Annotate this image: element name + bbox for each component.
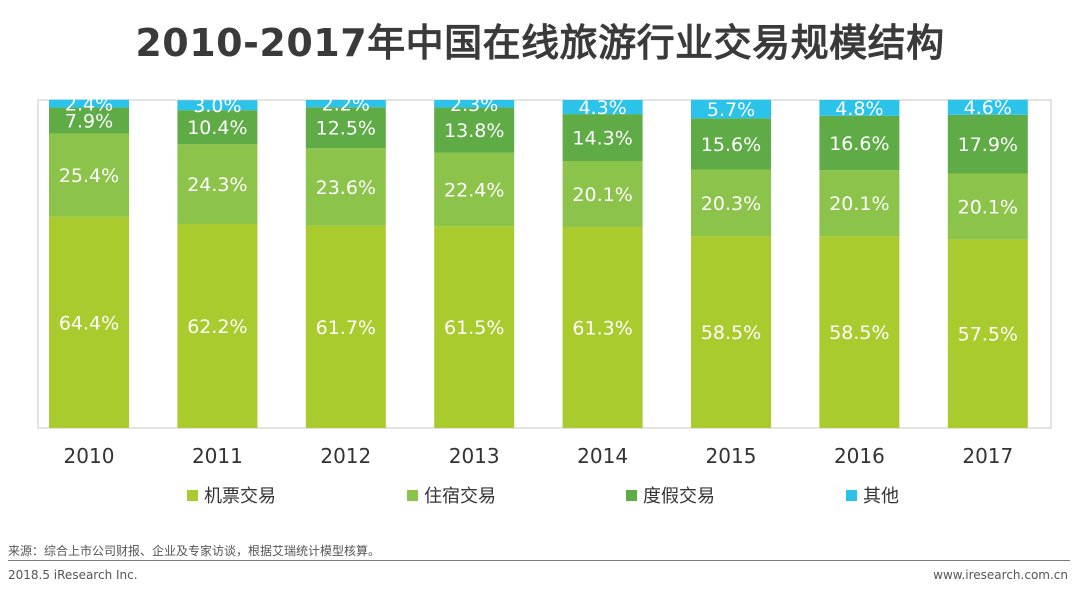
bar-accommodation-2017 [947, 173, 1028, 240]
value-label-accommodation-2015: 20.3% [701, 193, 761, 215]
bar-vacation-2014 [562, 114, 643, 162]
bar-vacation-2011 [177, 110, 258, 145]
bar-accommodation-2010 [49, 133, 129, 217]
bar-other-2011 [177, 100, 258, 111]
value-label-airfare-2010: 64.4% [59, 312, 119, 334]
x-tick-label-2012: 2012 [320, 444, 371, 468]
bar-other-2016 [819, 100, 900, 116]
value-label-vacation-2013: 13.8% [444, 120, 504, 142]
x-tick-label-2013: 2013 [449, 444, 500, 468]
value-label-vacation-2016: 16.6% [829, 133, 889, 155]
value-label-vacation-2014: 14.3% [572, 128, 632, 150]
footer-divider [8, 560, 1070, 561]
value-label-airfare-2013: 61.5% [444, 317, 504, 339]
bar-vacation-2010 [49, 107, 129, 134]
value-label-vacation-2011: 10.4% [187, 117, 247, 139]
bar-airfare-2016 [819, 236, 900, 428]
bar-airfare-2012 [305, 225, 386, 428]
bar-airfare-2011 [177, 223, 258, 428]
value-label-airfare-2012: 61.7% [316, 317, 376, 339]
value-label-airfare-2015: 58.5% [701, 322, 761, 344]
legend-label-accommodation: 住宿交易 [424, 486, 496, 507]
value-label-airfare-2017: 57.5% [958, 324, 1018, 346]
x-tick-label-2010: 2010 [64, 444, 115, 468]
legend-swatch-airfare [187, 489, 198, 501]
value-label-accommodation-2016: 20.1% [829, 193, 889, 215]
bar-accommodation-2012 [305, 148, 386, 226]
bar-vacation-2016 [819, 115, 900, 171]
value-label-vacation-2015: 15.6% [701, 134, 761, 156]
value-label-vacation-2010: 7.9% [65, 111, 113, 133]
value-label-other-2012: 2.2% [322, 94, 370, 116]
value-labels-group: 64.4% 25.4% 7.9%2.4% 62.2% 24.3% 10.4%3.0% 61.… [59, 94, 1018, 346]
bar-other-2014 [562, 100, 643, 115]
bar-accommodation-2015 [691, 169, 771, 237]
legend-swatch-accommodation [407, 489, 418, 501]
value-label-airfare-2011: 62.2% [187, 316, 247, 338]
legend-swatch-other [846, 489, 857, 501]
value-label-other-2011: 3.0% [193, 95, 241, 117]
legend-item-vacation: 度假交易 [626, 482, 715, 508]
bar-airfare-2014 [562, 226, 643, 428]
x-tick-label-2011: 2011 [192, 444, 243, 468]
value-label-other-2016: 4.8% [835, 98, 883, 120]
bar-vacation-2012 [305, 107, 386, 149]
bars-group [49, 99, 1028, 428]
value-label-other-2013: 2.3% [450, 94, 498, 116]
value-label-other-2014: 4.3% [578, 97, 626, 119]
bar-other-2017 [947, 99, 1028, 115]
legend-label-other: 其他 [863, 486, 899, 507]
value-label-accommodation-2010: 25.4% [59, 165, 119, 187]
x-tick-label-2014: 2014 [577, 444, 628, 468]
bar-vacation-2017 [947, 114, 1028, 174]
value-label-other-2017: 4.6% [964, 97, 1012, 119]
bar-airfare-2017 [947, 239, 1028, 428]
bar-accommodation-2014 [562, 161, 643, 227]
source-note: 来源：综合上市公司财报、企业及专家访谈，根据艾瑞统计模型核算。 [8, 544, 381, 558]
value-label-other-2015: 5.7% [707, 99, 755, 121]
value-label-vacation-2012: 12.5% [316, 118, 376, 140]
bar-accommodation-2011 [177, 144, 258, 224]
bar-vacation-2013 [434, 107, 515, 153]
bar-accommodation-2016 [819, 170, 900, 237]
bar-other-2013 [434, 100, 515, 108]
value-label-accommodation-2013: 22.4% [444, 180, 504, 202]
legend-label-airfare: 机票交易 [204, 486, 276, 507]
bar-accommodation-2013 [434, 152, 515, 227]
footer-copyright: 2018.5 iResearch Inc. [8, 568, 138, 582]
x-tick-label-2015: 2015 [706, 444, 757, 468]
value-label-accommodation-2014: 20.1% [572, 184, 632, 206]
chart-title: 2010-2017年中国在线旅游行业交易规模结构 [135, 21, 945, 65]
legend-swatch-vacation [626, 489, 637, 501]
value-label-accommodation-2017: 20.1% [958, 196, 1018, 218]
value-label-airfare-2016: 58.5% [829, 322, 889, 344]
x-axis-ticks: 2010 2011 2012 2013 2014 2015 2016 2017 [64, 444, 1014, 468]
footer-website: www.iresearch.com.cn [933, 568, 1068, 582]
bar-airfare-2015 [691, 236, 771, 428]
legend-item-other: 其他 [846, 482, 899, 508]
legend-item-airfare: 机票交易 [187, 482, 276, 508]
value-label-other-2010: 2.4% [65, 94, 113, 116]
legend-item-accommodation: 住宿交易 [407, 482, 496, 508]
x-tick-label-2016: 2016 [834, 444, 885, 468]
bar-other-2010 [49, 99, 129, 108]
value-label-vacation-2017: 17.9% [958, 134, 1018, 156]
value-label-accommodation-2011: 24.3% [187, 174, 247, 196]
stacked-bar-chart: 64.4% 25.4% 7.9%2.4% 62.2% 24.3% 10.4%3.0% 61.… [37, 94, 1052, 468]
value-label-airfare-2014: 61.3% [572, 317, 632, 339]
value-label-accommodation-2012: 23.6% [316, 177, 376, 199]
x-tick-label-2017: 2017 [962, 444, 1013, 468]
plot-frame [37, 99, 1052, 429]
bar-airfare-2013 [434, 226, 515, 428]
legend-label-vacation: 度假交易 [643, 486, 715, 507]
bar-other-2015 [691, 99, 771, 119]
bar-vacation-2015 [691, 118, 771, 170]
bar-airfare-2010 [49, 216, 129, 428]
bar-other-2012 [305, 100, 386, 108]
